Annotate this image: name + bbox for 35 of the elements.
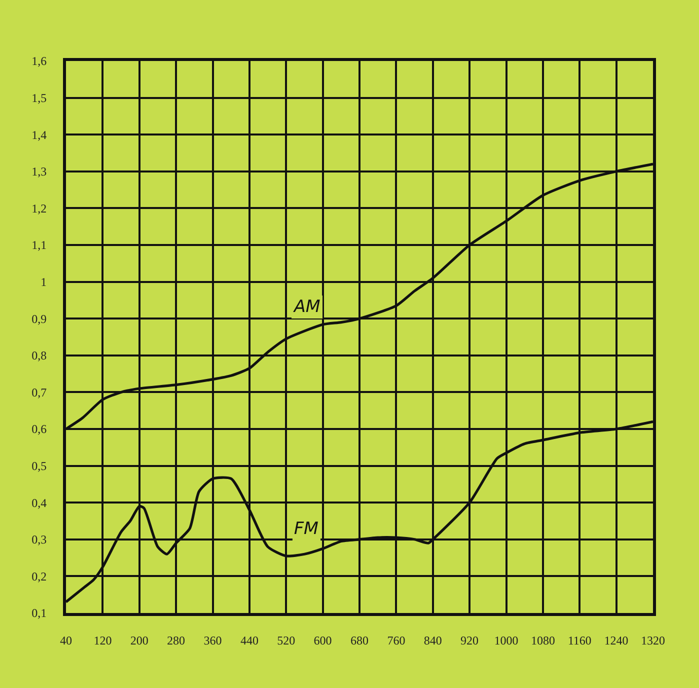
x-tick-label: 1240 <box>604 633 628 648</box>
y-tick-label: 1,6 <box>32 54 47 68</box>
y-tick-label: 0,3 <box>32 532 47 547</box>
x-tick-label: 600 <box>314 633 332 648</box>
series-label: AM <box>293 297 321 317</box>
y-tick-label: 1,5 <box>32 91 47 105</box>
y-tick-label: 0,5 <box>32 459 47 473</box>
x-tick-label: 1000 <box>494 633 518 648</box>
x-tick-label: 520 <box>277 633 296 648</box>
y-tick-label: 0,2 <box>32 569 47 584</box>
x-tick-label: 360 <box>204 633 222 648</box>
y-tick-label: 1,4 <box>32 128 47 142</box>
y-tick-label: 0,4 <box>32 496 47 510</box>
x-tick-label: 1320 <box>641 633 665 648</box>
y-tick-label: 1 <box>40 275 47 289</box>
x-tick-label: 280 <box>167 633 186 648</box>
series-label: FM <box>294 519 319 539</box>
x-tick-label: 120 <box>94 633 112 648</box>
x-tick-label: 440 <box>240 633 258 648</box>
y-tick-label: 1,3 <box>32 164 47 179</box>
x-tick-label: 680 <box>350 633 368 648</box>
y-tick-label: 1,1 <box>32 238 47 252</box>
y-tick-label: 1,2 <box>32 201 47 216</box>
x-tick-label: 760 <box>387 633 406 648</box>
y-tick-label: 0,9 <box>32 312 47 326</box>
x-tick-label: 1160 <box>568 633 592 648</box>
y-tick-label: 0,7 <box>32 385 47 400</box>
y-tick-label: 0,8 <box>32 348 47 363</box>
y-tick-label: 0,6 <box>32 422 47 436</box>
x-tick-label: 1080 <box>530 633 555 648</box>
y-tick-label: 0,1 <box>32 606 47 620</box>
x-tick-label: 920 <box>460 633 479 648</box>
x-tick-label: 840 <box>424 633 442 648</box>
x-tick-label: 200 <box>130 633 148 648</box>
x-tick-label: 40 <box>60 633 72 648</box>
